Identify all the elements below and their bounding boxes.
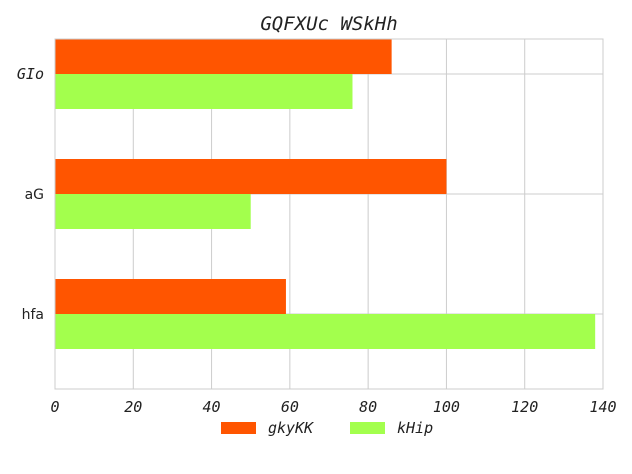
legend-label: gkyKK [268,419,314,437]
x-tick-label: 40 [203,398,221,416]
y-axis-ticks: GIo aG hfa [17,65,44,323]
y-tick-label: aG [25,187,44,203]
x-tick-label: 140 [589,398,616,416]
y-tick-label: hfa [22,307,44,323]
x-tick-label: 0 [50,398,59,416]
bar-kHip-aG [55,194,251,229]
x-tick-label: 120 [511,398,538,416]
legend-swatch [221,422,256,434]
x-tick-label: 80 [359,398,377,416]
bar-gkyKK-aG [55,159,447,194]
chart-title: GQFXUc WSkHh [260,13,397,35]
x-axis-ticks: 0 20 40 60 80 100 120 140 [50,398,616,416]
bar-kHip-GIo [55,74,353,109]
legend-swatch [350,422,385,434]
bars [55,39,596,349]
x-tick-label: 60 [281,398,299,416]
y-tick-label: GIo [17,65,44,83]
bar-gkyKK-hfa [55,279,286,314]
plot-frame [54,38,604,390]
x-tick-label: 20 [124,398,142,416]
x-tick-label: 100 [433,398,460,416]
legend-label: kHip [397,419,433,437]
bar-kHip-hfa [55,314,596,349]
legend: gkyKK kHip [221,419,433,437]
bar-gkyKK-GIo [55,39,392,74]
